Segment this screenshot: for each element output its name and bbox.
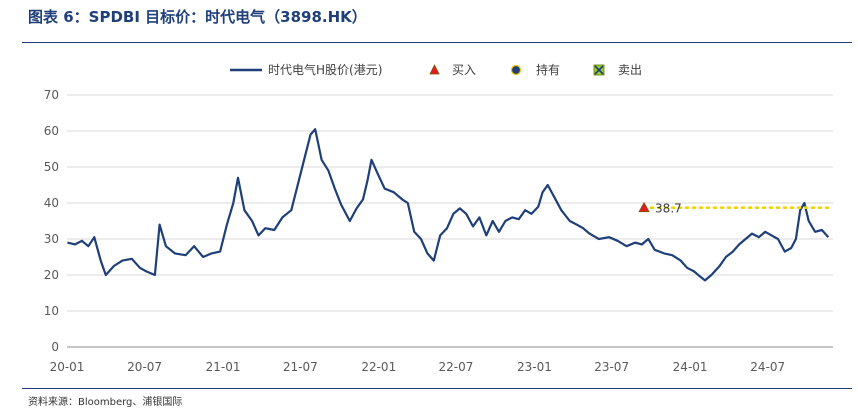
buy-rating-marker <box>638 201 650 213</box>
y-tick-label: 30 <box>44 232 59 246</box>
gridlines <box>67 94 833 312</box>
price-series-line <box>67 128 830 282</box>
y-tick-label: 70 <box>44 88 59 102</box>
target-price-label: 38.7 <box>655 202 682 216</box>
axes: 0 10 20 30 40 50 60 70 20-01 20-07 21-01 21-07 22-01… <box>44 88 833 374</box>
y-tick-label: 0 <box>51 340 59 354</box>
x-tick-label: 20-07 <box>127 360 162 374</box>
y-tick-label: 20 <box>44 268 59 282</box>
x-tick-label: 21-07 <box>283 360 318 374</box>
x-tick-label: 23-01 <box>517 360 552 374</box>
source-note: 资料来源：Bloomberg、浦银国际 <box>28 397 183 408</box>
x-tick-label: 23-07 <box>594 360 629 374</box>
legend-label: 卖出 <box>618 63 642 77</box>
y-tick-label: 50 <box>44 160 59 174</box>
chart-title: 图表 6：SPDBI 目标价：时代电气（3898.HK） <box>28 8 367 26</box>
header-rule <box>22 42 852 43</box>
y-tick-label: 60 <box>44 124 59 138</box>
x-tick-label: 20-01 <box>50 360 85 374</box>
x-tick-label: 24-07 <box>750 360 785 374</box>
x-mark-icon <box>594 65 604 75</box>
legend-label: 买入 <box>452 63 476 77</box>
x-tick-label: 21-01 <box>206 360 241 374</box>
x-tick-label: 22-07 <box>439 360 474 374</box>
legend-label: 持有 <box>536 62 560 77</box>
circle-icon <box>510 64 522 76</box>
y-tick-label: 10 <box>44 304 59 318</box>
footer-rule <box>22 388 852 389</box>
x-tick-label: 22-01 <box>361 360 396 374</box>
legend: 时代电气H股价(港元) 买入 持有 卖出 <box>230 62 642 77</box>
x-tick-label: 24-01 <box>673 360 708 374</box>
y-tick-label: 40 <box>44 196 59 210</box>
legend-label: 时代电气H股价(港元) <box>268 62 382 77</box>
triangle-icon <box>429 64 440 75</box>
plot-area: 38.7 <box>67 128 830 282</box>
